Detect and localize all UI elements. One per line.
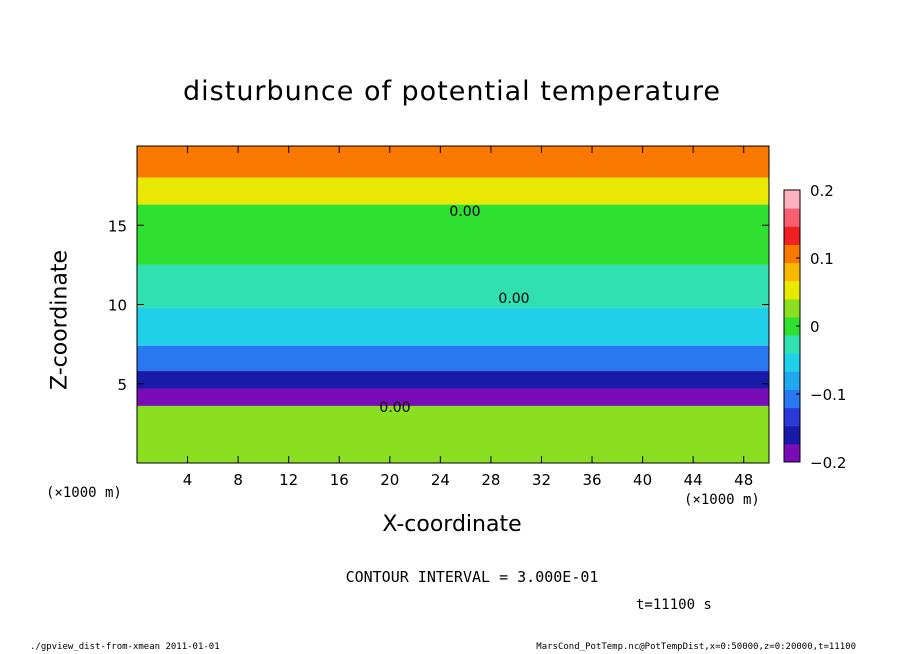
x-tick-label: 24 — [431, 471, 450, 489]
contour-interval: CONTOUR INTERVAL = 3.000E-01 — [345, 568, 599, 586]
colorbar-segment — [784, 226, 800, 245]
field-band-4 — [137, 307, 769, 346]
footer-left: ./gpview_dist-from-xmean 2011-01-01 — [30, 642, 220, 652]
colorbar-segment — [784, 371, 800, 390]
field-band-0 — [137, 146, 769, 178]
contour-labels: 0.00 0.00 0.00 — [379, 204, 529, 416]
contour-label: 0.00 — [449, 204, 480, 220]
contour-label: 0.00 — [379, 400, 410, 416]
colorbar: 0.2 0.1 0 −0.1 −0.2 — [783, 182, 846, 472]
y-tick-label: 5 — [117, 376, 127, 394]
x-unit-left: (×1000 m) — [46, 485, 122, 501]
field-band-3 — [137, 264, 769, 308]
x-tick-label: 4 — [183, 471, 193, 489]
colorbar-tick-label: −0.2 — [810, 454, 846, 472]
colorbar-tick-label: 0 — [810, 318, 820, 336]
time-label: t=11100 s — [636, 597, 712, 613]
colorbar-segment — [784, 190, 800, 209]
field-band-6 — [137, 371, 769, 389]
field-band-2 — [137, 204, 769, 265]
colorbar-segment — [784, 298, 800, 318]
colorbar-segment — [784, 335, 800, 354]
field-band-5 — [137, 345, 769, 372]
colorbar-segment — [784, 262, 800, 282]
x-unit-right: (×1000 m) — [684, 492, 760, 508]
colorbar-segment — [784, 280, 800, 300]
x-tick-label: 28 — [481, 471, 500, 489]
colorbar-tick-label: 0.1 — [810, 250, 834, 268]
field-band-7 — [137, 388, 769, 406]
footer-right: MarsCond_PotTemp.nc@PotTempDist,x=0:5000… — [536, 642, 856, 652]
x-tick-label: 48 — [734, 471, 753, 489]
colorbar-segment — [784, 316, 800, 336]
x-tick-label: 16 — [330, 471, 349, 489]
colorbar-tick-label: −0.1 — [810, 386, 846, 404]
x-axis: 4 8 12 16 20 24 28 32 36 40 44 48 — [183, 146, 753, 489]
x-tick-label: 32 — [532, 471, 551, 489]
colorbar-segment — [784, 389, 800, 409]
colorbar-tick-label: 0.2 — [810, 182, 834, 200]
y-tick-label: 15 — [108, 217, 127, 235]
x-tick-label: 12 — [279, 471, 298, 489]
x-tick-label: 44 — [684, 471, 703, 489]
colorbar-segment — [784, 407, 800, 427]
y-tick-label: 10 — [108, 297, 127, 315]
contour-label: 0.00 — [498, 291, 529, 307]
field-band-1 — [137, 177, 769, 205]
x-tick-label: 8 — [233, 471, 243, 489]
colorbar-segment — [784, 443, 800, 463]
colorbar-segment — [784, 244, 800, 264]
y-axis-label: Z-coordinate — [47, 250, 73, 390]
x-axis-label: X-coordinate — [382, 512, 522, 537]
y-axis: 5 10 15 — [108, 217, 769, 394]
colorbar-segment — [784, 425, 800, 445]
x-tick-label: 20 — [380, 471, 399, 489]
colorbar-segment — [784, 353, 800, 372]
x-tick-label: 36 — [582, 471, 601, 489]
field-band-8 — [137, 405, 769, 463]
colorbar-segment — [784, 208, 800, 227]
chart-title: disturbunce of potential temperature — [183, 76, 721, 107]
heatmap-field — [137, 146, 769, 463]
x-tick-label: 40 — [633, 471, 652, 489]
